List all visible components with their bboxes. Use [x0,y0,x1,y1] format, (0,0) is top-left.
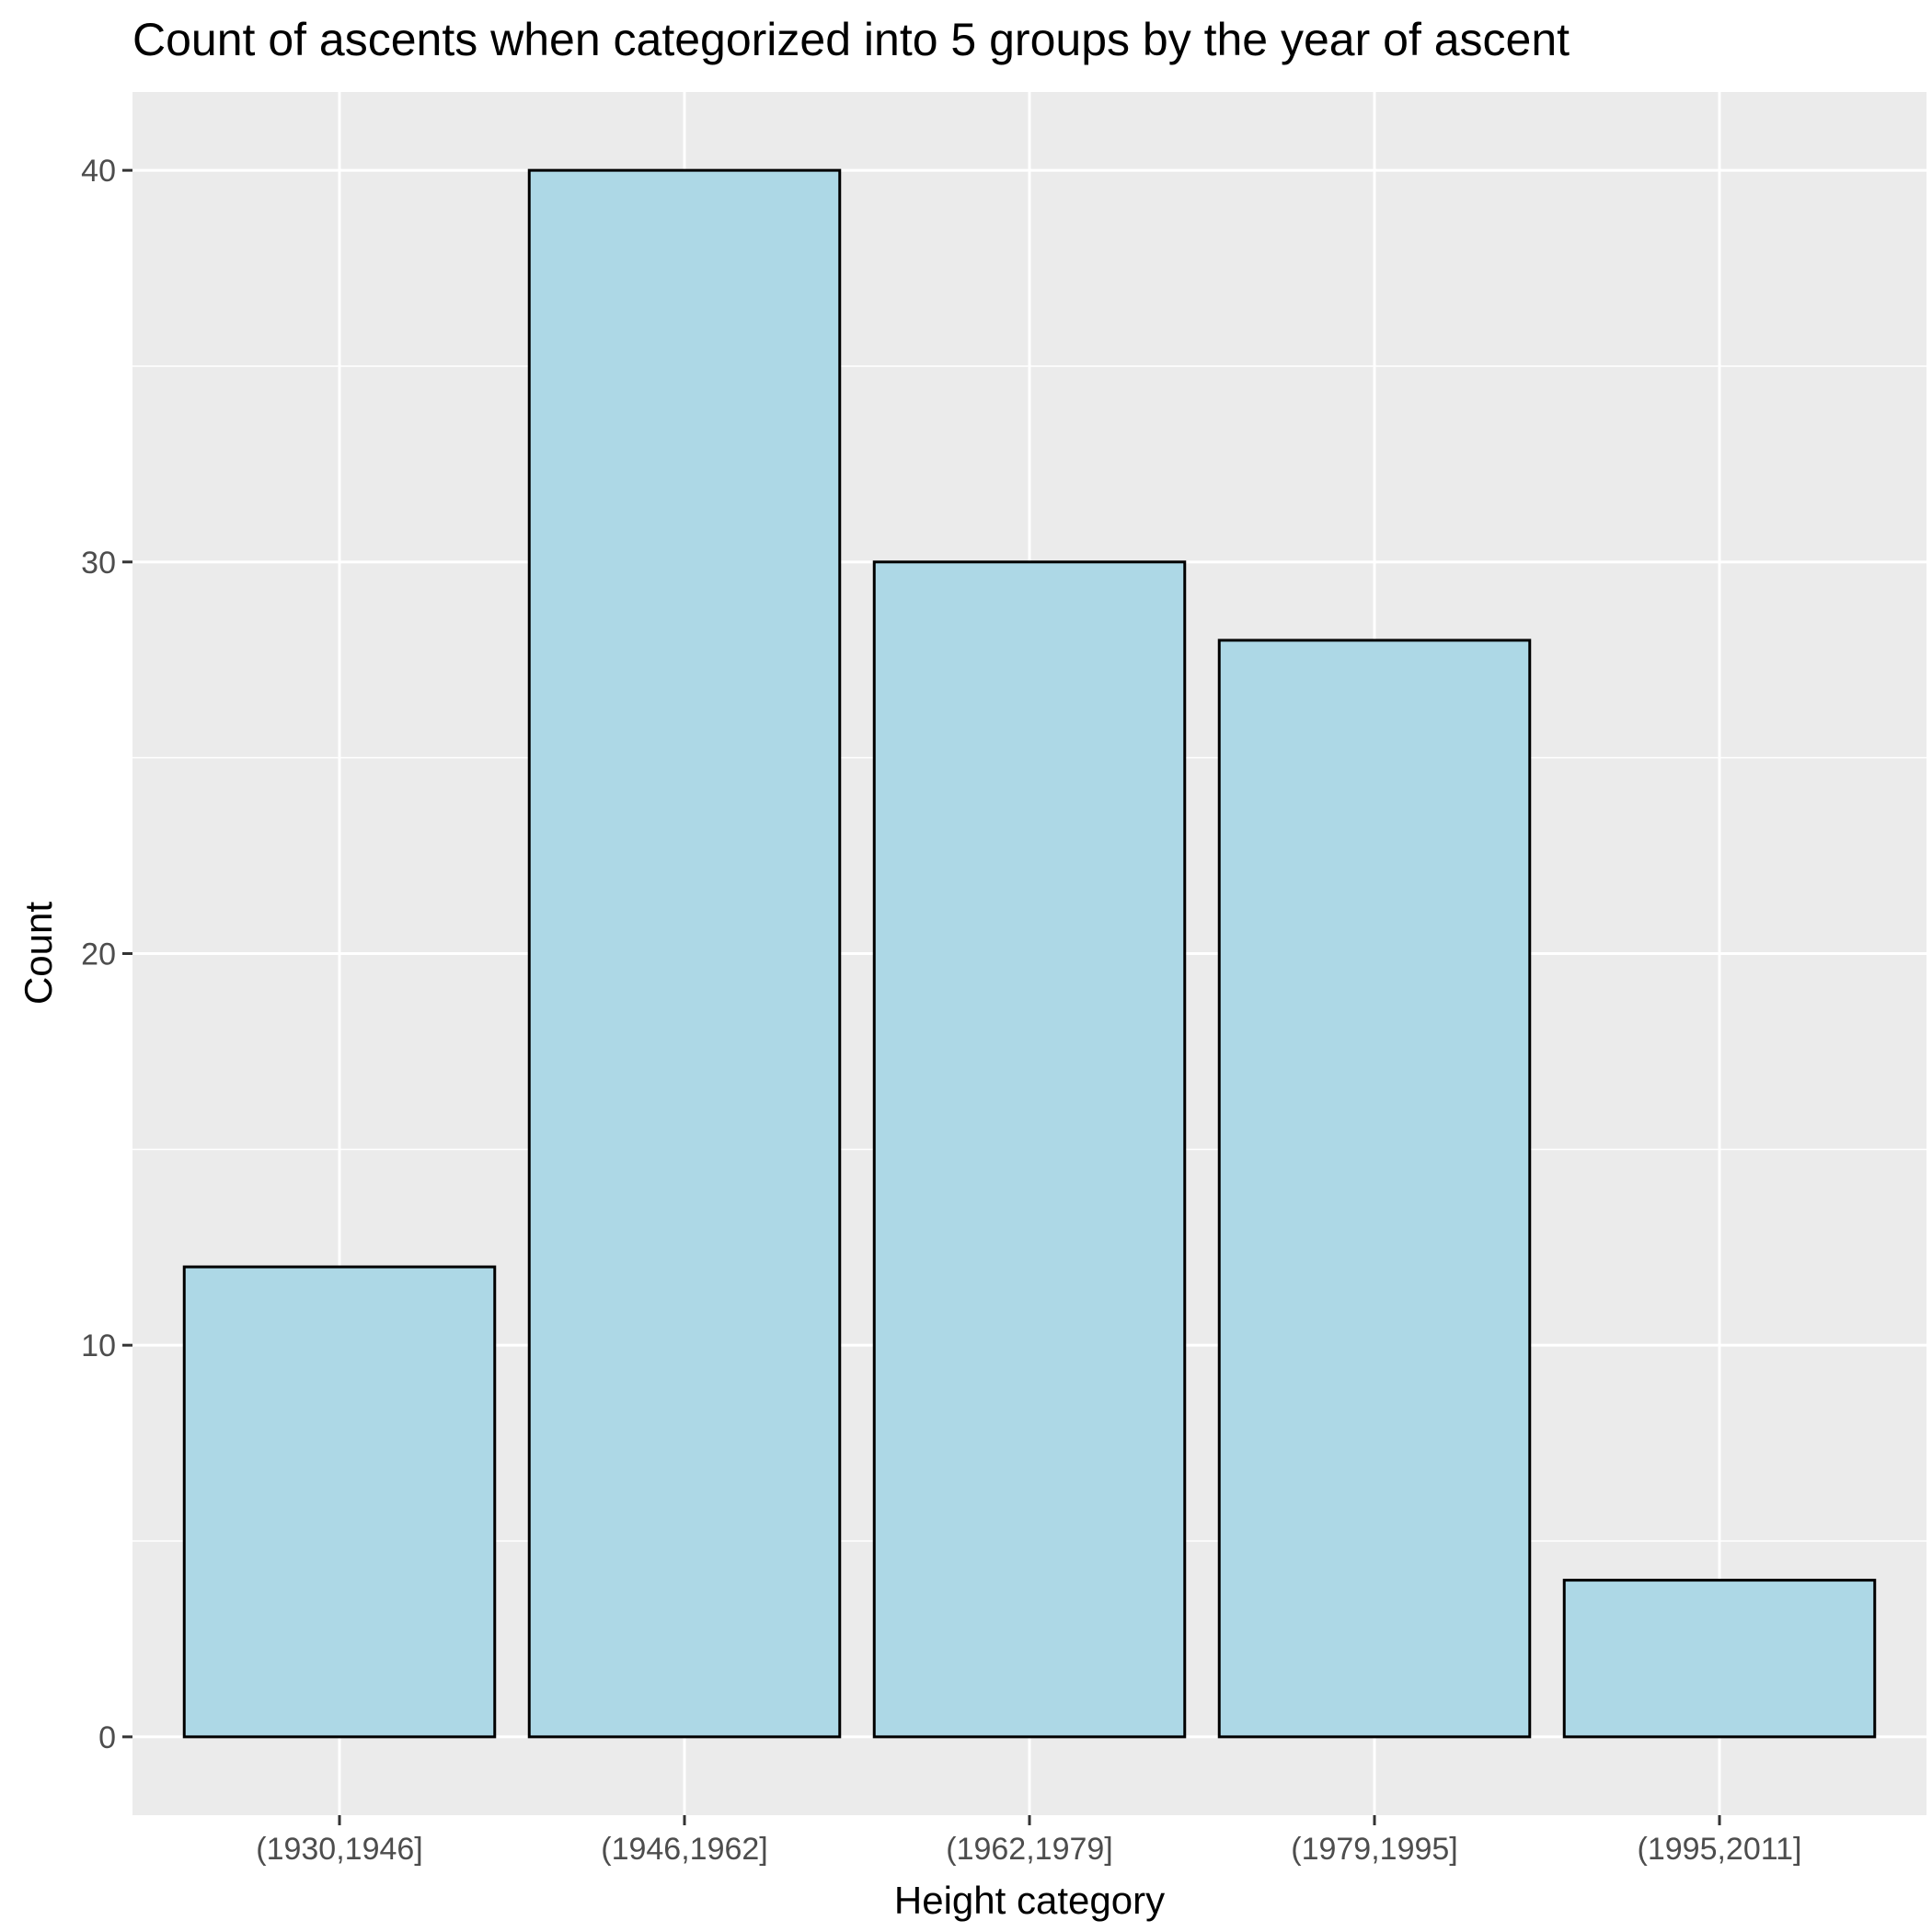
y-tick-label: 0 [98,1720,116,1755]
bar [527,168,842,1739]
x-tick-label: (1979,1995] [1291,1832,1458,1867]
y-axis: 0 10 20 30 40 [81,154,132,1755]
bars-group [182,168,1877,1739]
y-tick-label: 10 [81,1328,116,1363]
bar [872,560,1187,1739]
x-tick-label: (1946,1962] [601,1832,768,1867]
x-tick-label: (1995,2011] [1638,1832,1802,1867]
bar [182,1265,497,1739]
y-tick-label: 20 [81,937,116,972]
x-tick-label: (1930,1946] [256,1832,423,1867]
y-axis-title: Count [17,902,60,1005]
y-tick-label: 40 [81,154,116,189]
y-tick-label: 30 [81,546,116,581]
bar [1217,638,1532,1739]
x-axis: (1930,1946] (1946,1962] (1962,1979] (1979,1… [256,1815,1801,1867]
bar [1562,1579,1877,1739]
chart-title: Count of ascents when categorized into 5… [132,14,1570,65]
x-axis-title: Height category [894,1879,1165,1922]
x-tick-label: (1962,1979] [946,1832,1113,1867]
